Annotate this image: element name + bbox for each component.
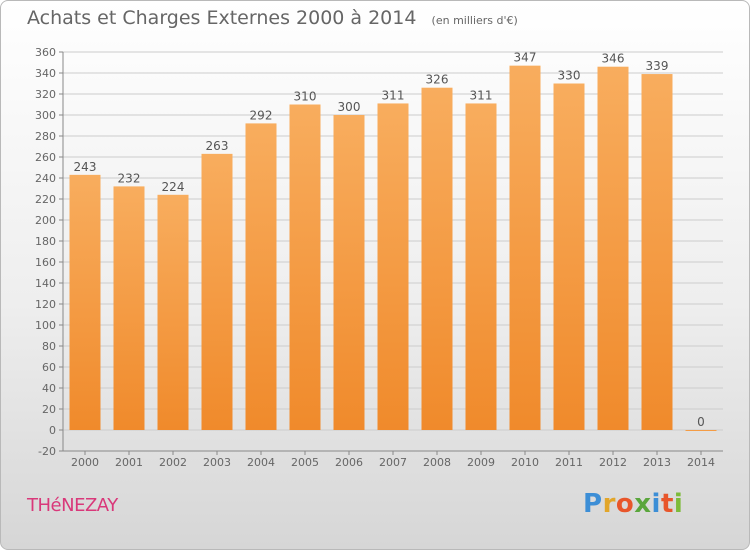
bar [289, 104, 321, 430]
x-tick-label: 2010 [511, 456, 539, 469]
y-tick-label: 200 [35, 214, 56, 227]
y-tick-label: 160 [35, 256, 56, 269]
y-tick-label: 220 [35, 193, 56, 206]
logo-letter: o [615, 489, 635, 519]
bar [377, 103, 409, 430]
bar [685, 430, 717, 431]
logo-letter: i [673, 489, 684, 519]
y-tick-label: 260 [35, 151, 56, 164]
x-tick-label: 2004 [247, 456, 275, 469]
chart-title: Achats et Charges Externes 2000 à 2014 (… [27, 7, 518, 29]
logo-letter: P [583, 489, 603, 519]
bar-value-label: 311 [382, 88, 405, 102]
town-name: THéNEZAY [27, 495, 118, 516]
x-tick-label: 2001 [115, 456, 143, 469]
logo-letter: r [602, 489, 616, 519]
bar-value-label: 263 [206, 139, 229, 153]
x-tick-label: 2011 [555, 456, 583, 469]
x-tick-label: 2009 [467, 456, 495, 469]
y-tick-label: 180 [35, 235, 56, 248]
logo-letter: t [660, 489, 674, 519]
y-tick-label: 40 [42, 382, 56, 395]
y-tick-label: 280 [35, 130, 56, 143]
chart-unit-note: (en milliers d'€) [431, 14, 518, 27]
bar [597, 66, 629, 430]
bar [553, 83, 585, 430]
x-tick-label: 2002 [159, 456, 187, 469]
logo-letter: x [634, 489, 652, 519]
bar [201, 153, 233, 430]
x-tick-label: 2014 [687, 456, 715, 469]
y-tick-label: 0 [49, 424, 56, 437]
bar-value-label: 326 [426, 73, 449, 87]
bar [69, 174, 101, 430]
x-tick-label: 2007 [379, 456, 407, 469]
bar [333, 115, 365, 430]
x-tick-label: 2005 [291, 456, 319, 469]
x-tick-label: 2012 [599, 456, 627, 469]
y-tick-label: 100 [35, 319, 56, 332]
logo-letter: i [651, 489, 661, 519]
chart-title-text: Achats et Charges Externes 2000 à 2014 [27, 7, 417, 29]
y-tick-label: 320 [35, 88, 56, 101]
y-tick-label: 340 [35, 67, 56, 80]
bar-value-label: 300 [338, 100, 361, 114]
y-tick-label: -20 [38, 445, 56, 458]
bar [113, 186, 145, 430]
bar [641, 74, 673, 431]
x-tick-label: 2006 [335, 456, 363, 469]
bar [421, 87, 453, 430]
y-tick-label: 240 [35, 172, 56, 185]
x-tick-label: 2000 [71, 456, 99, 469]
bar-value-label: 311 [470, 88, 493, 102]
y-tick-label: 60 [42, 361, 56, 374]
proxiti-logo[interactable]: Proxiti [583, 489, 683, 519]
bar-value-label: 347 [514, 51, 537, 65]
bar [245, 123, 277, 431]
bar-value-label: 346 [602, 52, 625, 66]
y-tick-label: 360 [35, 46, 56, 59]
y-tick-label: 80 [42, 340, 56, 353]
x-tick-label: 2003 [203, 456, 231, 469]
y-tick-label: 300 [35, 109, 56, 122]
bar-value-label: 339 [646, 59, 669, 73]
bar [157, 194, 189, 430]
y-tick-label: 120 [35, 298, 56, 311]
bar-value-label: 292 [250, 108, 273, 122]
x-tick-label: 2013 [643, 456, 671, 469]
bar-value-label: 224 [162, 180, 185, 194]
bar [465, 103, 497, 430]
bar-value-label: 330 [558, 69, 581, 83]
x-tick-label: 2008 [423, 456, 451, 469]
y-tick-label: 140 [35, 277, 56, 290]
bar-value-label: 232 [118, 171, 141, 185]
bar-value-label: 243 [74, 160, 97, 174]
bar-value-label: 0 [697, 415, 705, 429]
y-tick-label: 20 [42, 403, 56, 416]
bar-value-label: 310 [294, 90, 317, 104]
bar [509, 65, 541, 431]
